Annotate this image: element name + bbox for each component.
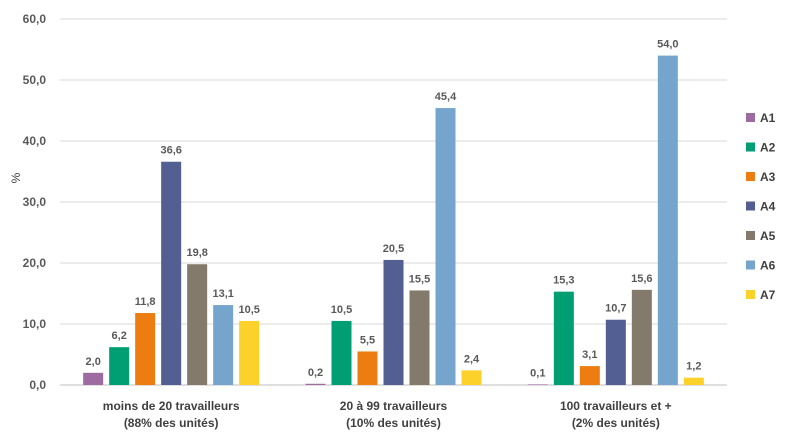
bar-a5 [187, 264, 208, 385]
y-axis-ticks: 0,0 10,0 20,0 30,0 40,0 50,0 60,0 [23, 12, 47, 392]
bar-a2 [331, 320, 352, 385]
data-label: 5,5 [360, 334, 375, 346]
category-label: (88% des unités) [124, 416, 219, 430]
bar-a5 [409, 290, 430, 385]
bar-a3 [579, 366, 600, 385]
data-label: 45,4 [435, 91, 457, 103]
y-tick-label: 50,0 [23, 73, 47, 87]
bar-a1 [527, 384, 548, 385]
y-tick-label: 30,0 [23, 195, 47, 209]
data-label: 10,5 [238, 304, 259, 316]
bar-a2 [553, 291, 574, 385]
bar-a2 [109, 347, 130, 385]
category-label: (2% des unités) [572, 416, 660, 430]
legend-swatch [746, 201, 755, 211]
bar-a3 [135, 313, 156, 385]
category-label: 20 à 99 travailleurs [340, 399, 448, 413]
data-label: 20,5 [383, 243, 404, 255]
y-tick-label: 10,0 [23, 317, 47, 331]
legend-swatch [746, 231, 755, 240]
bar-a6 [213, 305, 234, 385]
category-label: 100 travailleurs et + [560, 399, 672, 413]
data-label: 2,0 [86, 356, 101, 368]
bar-a5 [631, 289, 652, 385]
legend-label: A7 [760, 288, 776, 302]
legend-swatch [746, 113, 755, 122]
bar-a4 [605, 319, 626, 385]
category-label: (10% des unités) [346, 416, 441, 430]
category-labels: moins de 20 travailleurs (88% des unités)… [103, 399, 672, 430]
y-tick-label: 20,0 [23, 256, 47, 270]
legend-label: A5 [760, 229, 776, 243]
legend-label: A6 [760, 259, 776, 273]
data-label: 15,6 [631, 273, 652, 285]
data-label: 0,2 [308, 367, 323, 379]
legend: A1 A2 A3 A4 A5 A6 A7 [746, 111, 776, 302]
category-label: moins de 20 travailleurs [103, 399, 240, 413]
data-label: 11,8 [135, 296, 156, 308]
legend-swatch [746, 172, 755, 181]
data-label: 10,5 [331, 304, 352, 316]
legend-label: A3 [760, 170, 776, 184]
data-label: 0,1 [530, 367, 545, 379]
data-label: 36,6 [160, 145, 181, 157]
legend-swatch [746, 260, 755, 270]
bar-a7 [239, 320, 260, 385]
bar-a7 [683, 377, 704, 385]
data-label: 15,5 [409, 273, 430, 285]
bar-a7 [461, 370, 482, 385]
bars [83, 55, 704, 385]
data-label: 6,2 [112, 330, 127, 342]
data-label: 19,8 [186, 247, 207, 259]
data-label: 2,4 [464, 353, 480, 365]
bar-a6 [657, 55, 678, 385]
data-label: 10,7 [605, 303, 626, 315]
data-label: 13,1 [212, 288, 233, 300]
y-tick-label: 0,0 [29, 378, 46, 392]
y-axis-label: % [9, 172, 23, 183]
bar-a3 [357, 351, 378, 385]
bar-a4 [161, 161, 182, 385]
y-tick-label: 60,0 [23, 12, 47, 26]
legend-label: A4 [760, 200, 776, 214]
data-label: 54,0 [657, 39, 678, 51]
data-label: 1,2 [686, 361, 701, 373]
data-label: 15,3 [553, 275, 574, 287]
bar-a1 [305, 383, 326, 385]
bar-a4 [383, 259, 404, 385]
y-tick-label: 40,0 [23, 134, 47, 148]
bar-a1 [83, 372, 104, 385]
legend-label: A2 [760, 141, 776, 155]
legend-label: A1 [760, 111, 776, 125]
bar-a6 [435, 108, 456, 385]
value-labels: 2,0 6,2 11,8 36,6 19,8 13,1 10,5 0,2 10,5 5,5 20,5… [86, 39, 702, 380]
data-label: 3,1 [582, 349, 597, 361]
legend-swatch [746, 142, 755, 152]
legend-swatch [746, 290, 755, 299]
